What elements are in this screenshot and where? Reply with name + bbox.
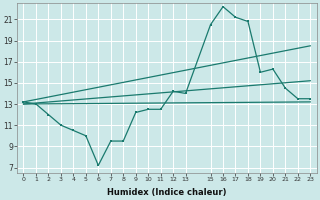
X-axis label: Humidex (Indice chaleur): Humidex (Indice chaleur) <box>107 188 227 197</box>
